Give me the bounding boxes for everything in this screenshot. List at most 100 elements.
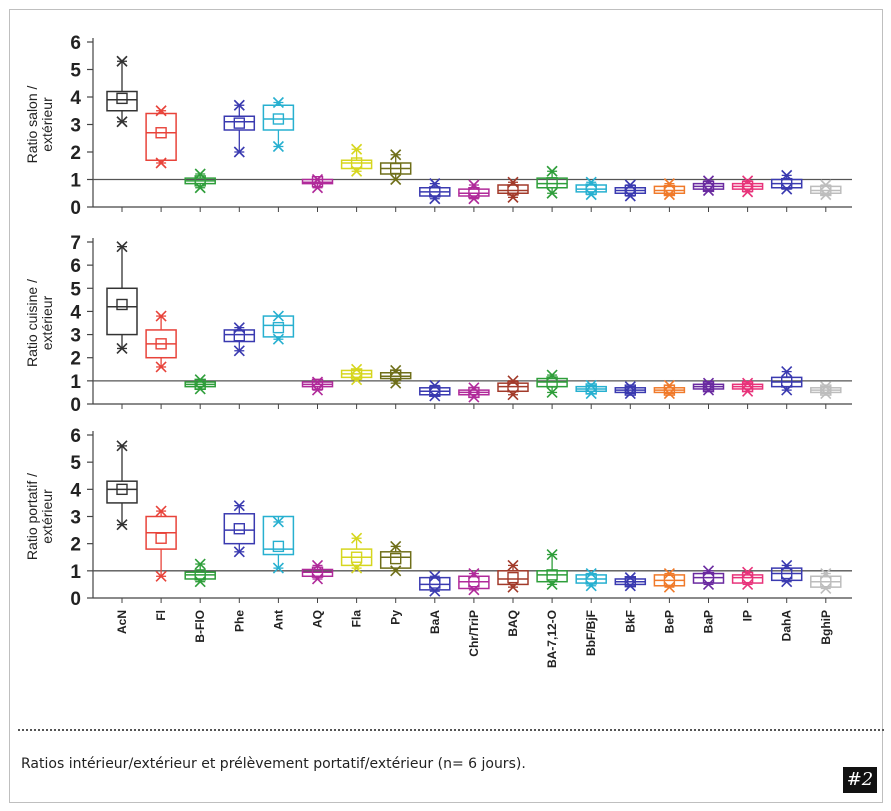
y-axis-label-line: Ratio portatif /	[24, 473, 40, 560]
y-axis-label-line: extérieur	[39, 295, 55, 350]
extreme-marker	[820, 388, 832, 400]
mean-marker	[390, 162, 402, 175]
x-tick-label: DahA	[780, 610, 794, 642]
mean-marker	[624, 384, 636, 396]
mean-marker	[663, 574, 676, 587]
extreme-marker	[311, 182, 324, 194]
mean-marker	[272, 540, 285, 553]
mean-marker	[820, 384, 832, 396]
divider	[18, 729, 884, 731]
mean-marker	[233, 117, 246, 129]
y-tick-label: 2	[70, 349, 81, 370]
extreme-marker	[624, 179, 636, 191]
mean-marker	[155, 127, 167, 139]
x-tick-label: BaA	[428, 610, 442, 634]
y-axis-label-line: extérieur	[39, 489, 55, 544]
extreme-marker	[272, 562, 284, 574]
x-tick-label: BkF	[623, 610, 637, 633]
mean-marker	[546, 177, 558, 189]
y-tick-label: 1	[70, 171, 81, 192]
y-tick-label: 6	[70, 426, 81, 447]
extreme-marker	[546, 187, 558, 199]
mean-marker	[702, 380, 715, 393]
extreme-marker	[624, 190, 636, 202]
extreme-marker	[624, 572, 636, 584]
y-axis-label: Ratio portatif /extérieur	[24, 473, 55, 560]
extreme-marker	[781, 366, 793, 378]
x-tick-label: Py	[389, 610, 403, 625]
extreme-marker	[468, 567, 480, 580]
extreme-marker	[546, 548, 558, 561]
extreme-marker	[663, 581, 675, 593]
extreme-marker	[820, 567, 832, 580]
mean-marker	[429, 577, 441, 589]
y-tick-label: 6	[70, 33, 81, 54]
extreme-marker	[468, 391, 480, 403]
extreme-marker	[507, 389, 519, 401]
y-tick-label: 4	[70, 88, 81, 109]
box-AcN	[106, 480, 138, 504]
mean-marker	[272, 113, 285, 125]
extreme-marker	[272, 516, 284, 528]
extreme-marker	[351, 143, 363, 155]
extreme-marker	[585, 189, 597, 201]
extreme-marker	[351, 562, 363, 574]
extreme-marker	[702, 384, 715, 396]
extreme-marker	[155, 570, 167, 582]
extreme-marker	[507, 191, 519, 203]
mean-marker	[350, 157, 363, 169]
x-tick-label: BeP	[662, 610, 676, 633]
mean-marker	[507, 571, 519, 584]
y-tick-label: 0	[70, 395, 81, 416]
figure-caption: Ratios intérieur/extérieur et prélèvemen…	[21, 756, 526, 772]
box-Phe	[223, 115, 256, 131]
x-tick-label: Chr/TriP	[467, 610, 481, 657]
mean-marker	[116, 92, 128, 105]
mean-marker	[194, 175, 206, 187]
y-axis-label-line: extérieur	[39, 97, 55, 152]
mean-marker	[233, 330, 246, 342]
mean-marker	[507, 184, 519, 196]
box-Ant	[262, 315, 295, 338]
extreme-marker	[546, 165, 558, 177]
mean-marker	[546, 376, 558, 388]
box-AcN	[106, 287, 138, 336]
extreme-marker	[624, 388, 636, 400]
y-tick-label: 4	[70, 480, 81, 501]
extreme-marker	[781, 559, 793, 571]
extreme-marker	[429, 379, 441, 392]
extreme-marker	[468, 382, 480, 394]
extreme-marker	[351, 363, 363, 375]
extreme-marker	[702, 565, 715, 577]
y-tick-label: 0	[70, 198, 81, 219]
y-axis-label-line: Ratio cuisine /	[24, 279, 40, 367]
mean-marker	[781, 567, 793, 580]
y-axis-label: Ratio cuisine /extérieur	[24, 279, 55, 367]
x-tick-label: BghiP	[819, 610, 833, 645]
extreme-marker	[311, 573, 324, 585]
x-tick-label: AcN	[115, 610, 129, 634]
y-tick-label: 3	[70, 116, 81, 137]
y-tick-label: 7	[70, 233, 81, 254]
x-tick-label: BbF/BjF	[584, 610, 598, 656]
extreme-marker	[390, 149, 402, 161]
extreme-marker	[507, 375, 519, 387]
x-tick-label: Phe	[232, 610, 246, 632]
extreme-marker	[742, 186, 754, 198]
extreme-marker	[116, 241, 128, 253]
extreme-marker	[585, 388, 597, 400]
extreme-marker	[702, 578, 715, 590]
extreme-marker	[155, 310, 167, 322]
extreme-marker	[116, 116, 128, 128]
extreme-marker	[116, 519, 128, 531]
box-Phe	[223, 513, 256, 545]
mean-marker	[702, 571, 715, 584]
extreme-marker	[272, 310, 284, 322]
extreme-marker	[311, 384, 324, 396]
extreme-marker	[311, 559, 324, 571]
extreme-marker	[742, 385, 754, 397]
box-BAQ	[497, 184, 529, 194]
y-axis-label-line: Ratio salon /	[24, 85, 40, 163]
extreme-marker	[194, 374, 206, 386]
extreme-marker	[585, 379, 597, 392]
